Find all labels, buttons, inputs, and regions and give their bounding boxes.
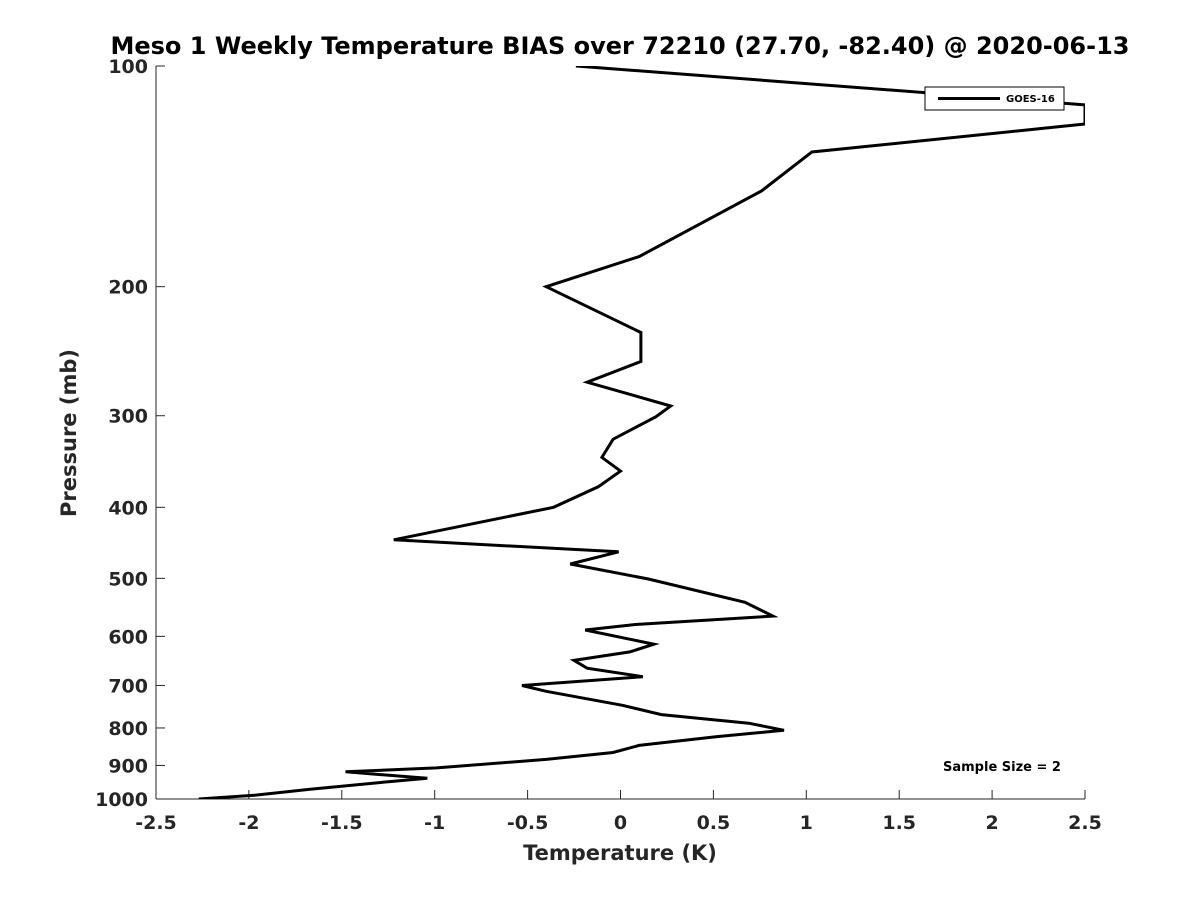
x-tick-label: 0: [614, 812, 627, 834]
x-tick-label: 2: [985, 812, 998, 834]
y-tick-label: 400: [108, 497, 148, 519]
axes: [155, 66, 1085, 800]
x-tick-label: 1: [800, 812, 813, 834]
y-tick-label: 100: [108, 56, 148, 78]
y-ticks: 100 200 300 400 500 600 700 800 900 1000: [95, 56, 165, 811]
y-tick-label: 300: [108, 406, 148, 428]
legend-label: GOES-16: [1006, 94, 1055, 105]
y-tick-label: 600: [108, 626, 148, 648]
sample-size-annotation: Sample Size = 2: [943, 760, 1061, 775]
chart-title: Meso 1 Weekly Temperature BIAS over 7221…: [110, 32, 1129, 60]
x-tick-label: -2.5: [135, 812, 177, 834]
x-axis-label: Temperature (K): [523, 841, 717, 865]
x-tick-label: -2: [238, 812, 259, 834]
series-line-goes-16: [198, 66, 1085, 799]
x-tick-label: 2.5: [1068, 812, 1102, 834]
y-tick-label: 200: [108, 277, 148, 299]
x-tick-label: 0.5: [697, 812, 731, 834]
x-tick-label: -0.5: [507, 812, 549, 834]
y-tick-label: 500: [108, 568, 148, 590]
y-tick-label: 900: [108, 755, 148, 777]
x-ticks: -2.5 -2 -1.5 -1 -0.5 0 0.5 1 1.5 2 2.5: [135, 790, 1102, 834]
x-tick-label: -1.5: [321, 812, 363, 834]
x-tick-label: 1.5: [882, 812, 916, 834]
y-tick-label: 800: [108, 718, 148, 740]
legend: GOES-16: [924, 86, 1065, 111]
y-axis-label: Pressure (mb): [57, 349, 81, 517]
y-tick-label: 1000: [95, 789, 148, 811]
x-tick-label: -1: [424, 812, 445, 834]
series-layer: [198, 66, 1085, 799]
y-tick-label: 700: [108, 675, 148, 697]
